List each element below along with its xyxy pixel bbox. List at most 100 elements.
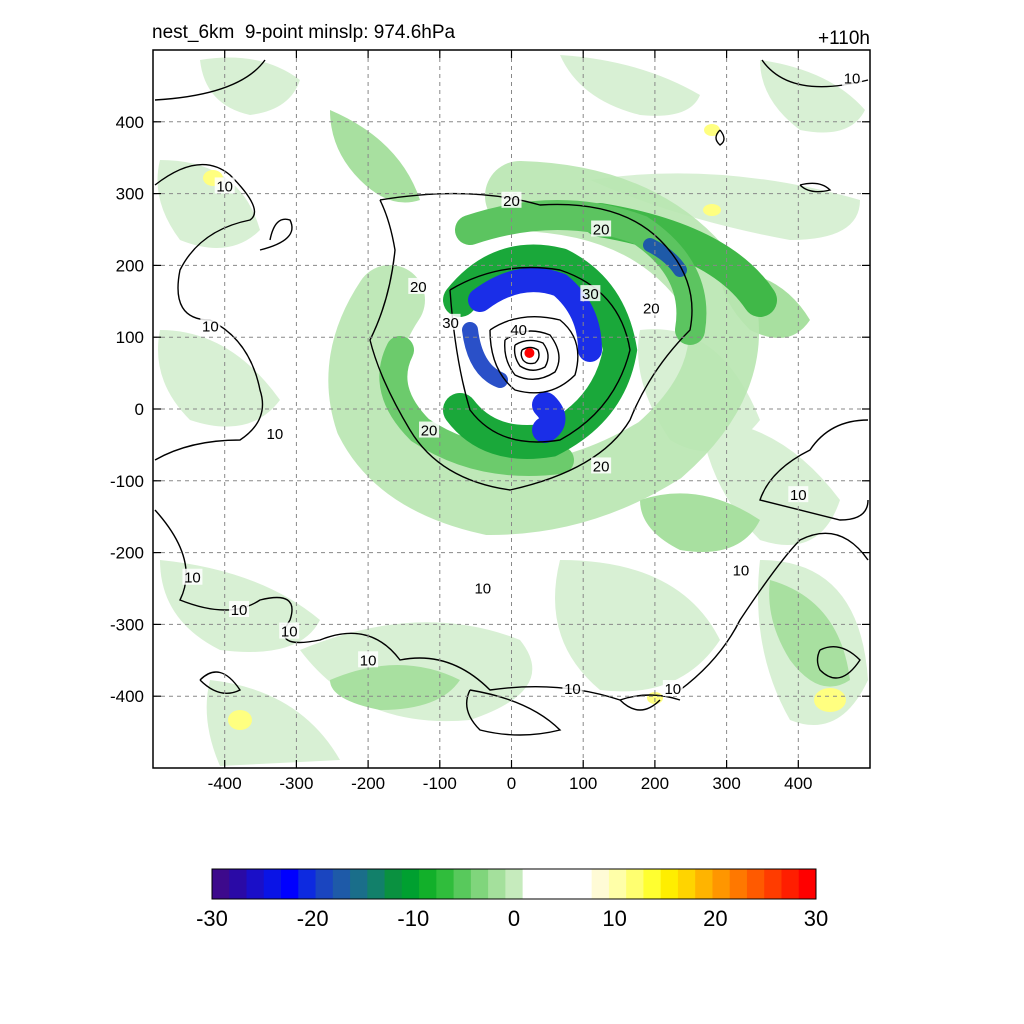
contour-label: 30 [582,286,599,303]
colorbar-tick-label: -10 [397,906,429,931]
contour-label: 10 [790,487,807,504]
contour-label-bg [842,69,863,86]
x-tick-label: -400 [208,774,242,793]
y-tick-label: 100 [116,328,144,347]
colorbar-swatch [557,869,575,899]
colorbar-swatch [332,869,351,899]
contour-label: 10 [184,570,201,587]
y-tick-label: 200 [116,256,144,275]
contour-label-bg [591,220,612,237]
contour-label-bg [264,425,285,442]
contour-label-bg [200,317,221,334]
x-axis: -400 -300 -200 -100 0 100 200 300 400 [208,50,812,793]
colorbar-swatch [263,869,282,899]
contour-label-bg [440,313,461,330]
colorbar-swatch [781,869,800,899]
colorbar-swatch [522,869,541,899]
colorbar-swatch [677,869,696,899]
colorbar-swatch [488,869,506,899]
y-tick-label: 0 [135,400,144,419]
colorbar-swatch [281,869,299,899]
storm-center-marker [524,347,535,358]
colorbar-swatch [608,869,627,899]
grid-lines [153,50,870,768]
colorbar-frame [211,868,817,900]
x-tick-label: -200 [351,774,385,793]
x-tick-label: -100 [423,774,457,793]
contour-label: 10 [474,581,491,598]
colorbar-tick-label: -30 [196,906,228,931]
contour-label-bg [358,651,379,668]
y-tick-label: 300 [116,185,144,204]
colorbar-swatch [315,869,334,899]
contour-label-bg [730,561,751,578]
colorbar-swatch [453,869,472,899]
colorbar-swatch [729,869,748,899]
colorbar-swatch [419,869,437,899]
x-tick-label: 400 [784,774,812,793]
contour-label: 10 [664,681,681,698]
contour-label-bg [580,285,601,302]
contour-label: 20 [643,300,660,317]
contour-label: 10 [733,563,750,580]
forecast-hour-label: +110h [818,28,870,49]
y-tick-label: -200 [110,544,144,563]
contour-label-bg [508,321,529,338]
x-tick-label: 200 [641,774,669,793]
colorbar-swatch [798,869,817,899]
contour-label-bg [408,277,429,294]
contour-label: 10 [844,71,861,88]
colorbar-swatch [660,869,679,899]
colorbar-swatch [298,869,317,899]
colorbar-swatch [574,869,593,899]
contour-label-bg [662,680,683,697]
colorbar-swatch [539,869,558,899]
colorbar-swatch [695,869,713,899]
colorbar-swatch [436,869,455,899]
contour-lines [154,59,869,736]
chart-title: nest_6km 9-point minslp: 974.6hPa [152,22,456,43]
contour-label: 10 [267,426,284,443]
colorbar-swatch [384,869,403,899]
colorbar-swatch [591,869,610,899]
y-tick-label: -100 [110,472,144,491]
colorbar-swatch [643,869,662,899]
contour-label-bg [788,486,809,503]
contour-label: 20 [421,423,438,440]
colorbar-tick-label: 0 [508,906,520,931]
colorbar [211,868,817,900]
colorbar-swatch [626,869,644,899]
colorbar-tick-label: 30 [804,906,828,931]
contour-label: 20 [593,458,610,475]
colorbar-swatch [505,869,524,899]
contour-label-bg [562,680,583,697]
contour-label: 20 [410,279,427,296]
contour-label-bg [214,177,235,194]
contour-label-bg [472,579,493,596]
contour-label-bg [591,457,612,474]
colorbar-swatch [764,869,782,899]
contour-labels: 10 10 10 10 10 10 10 10 10 10 10 10 10 20 20 20 20 20 20 30… [182,69,863,698]
colorbar-tick-label: -20 [297,906,329,931]
x-tick-label: 300 [712,774,740,793]
contour-label: 10 [360,652,377,669]
colorbar-swatch [712,869,731,899]
contour-label-bg [182,568,203,585]
contour-label-bg [501,191,522,208]
colorbar-swatch [746,869,765,899]
colorbar-tick-label: 10 [602,906,626,931]
colorbar-ticks: -30 -20 -10 0 10 20 30 [196,906,828,931]
contour-label-bg [279,622,300,639]
colorbar-swatch [401,869,420,899]
contour-label-bg [419,421,440,438]
x-tick-label: 0 [507,774,516,793]
colorbar-swatch [470,869,489,899]
x-tick-label: 100 [569,774,597,793]
shaded-field [157,55,868,766]
contour-label: 40 [510,322,527,339]
contour-label-bg [229,601,250,618]
y-tick-label: -400 [110,687,144,706]
contour-label: 10 [564,681,581,698]
y-axis: 400 300 200 100 0 -100 -200 -300 -400 [110,113,870,706]
